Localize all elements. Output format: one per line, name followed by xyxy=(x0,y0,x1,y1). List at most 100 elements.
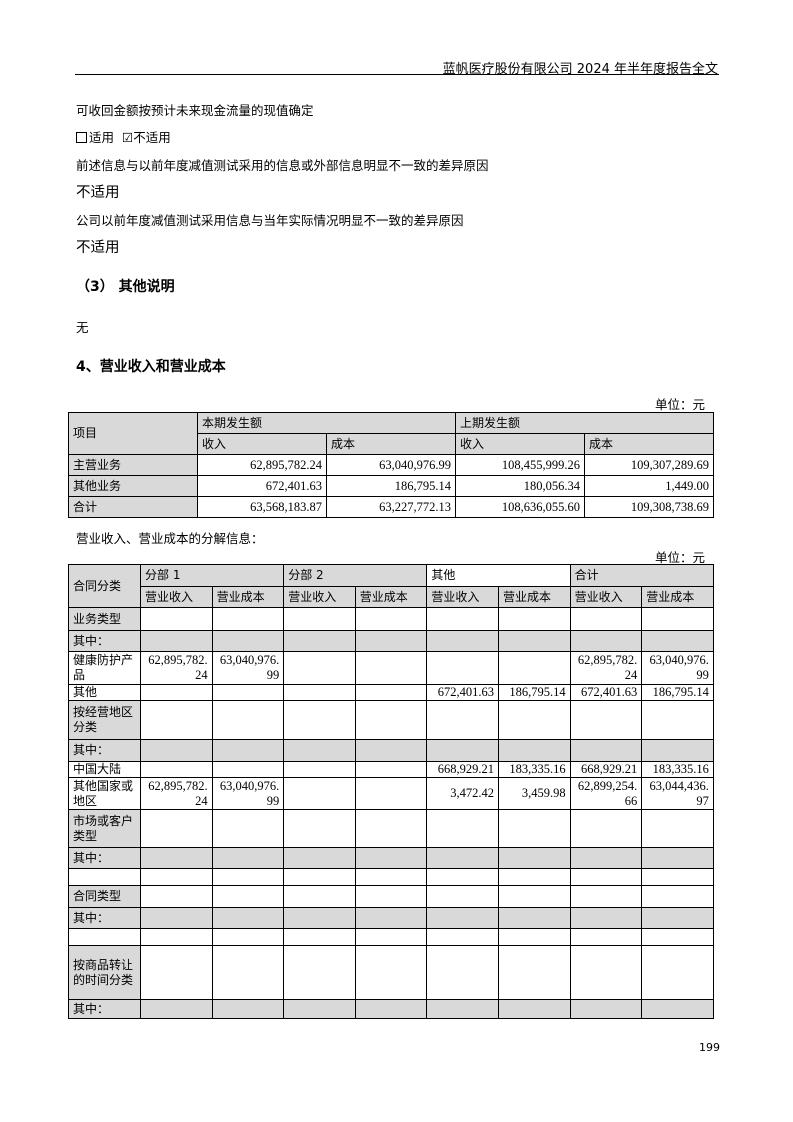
value-cell xyxy=(283,885,356,908)
value-cell xyxy=(354,630,428,652)
value-cell xyxy=(211,607,285,631)
value-cell xyxy=(283,684,356,701)
value-cell: 672,401.63 xyxy=(569,684,643,701)
value-cell xyxy=(641,907,714,929)
row-label: 主营业务 xyxy=(68,454,198,476)
value-cell: 108,636,055.60 xyxy=(455,496,586,518)
row-label: 其他国家或地区 xyxy=(68,777,141,810)
value-cell xyxy=(211,684,285,701)
value-cell: 186,795.14 xyxy=(325,475,457,497)
table-row: 市场或客户类型 xyxy=(68,809,714,848)
value-cell xyxy=(140,684,213,701)
answer: 不适用 xyxy=(76,240,120,256)
value-cell xyxy=(283,630,356,652)
value-cell xyxy=(211,907,285,929)
value-cell xyxy=(283,999,356,1019)
value-cell xyxy=(641,739,714,762)
value-cell xyxy=(140,945,213,1000)
table-row: 项目 本期发生额 上期发生额 xyxy=(68,412,715,455)
table-row: 其中： xyxy=(68,739,714,762)
row-label: 中国大陆 xyxy=(68,761,141,778)
value-cell xyxy=(140,630,213,652)
running-header: 蓝帆医疗股份有限公司 2024 年半年度报告全文 xyxy=(442,62,718,77)
value-cell: 62,895,782.24 xyxy=(197,454,327,476)
paragraph: 可收回金额按预计未来现金流量的现值确定 xyxy=(76,103,314,118)
row-label xyxy=(68,868,141,886)
table-row: 主营业务 62,895,782.24 63,040,976.99 108,455,99… xyxy=(68,454,715,476)
value-cell xyxy=(140,607,213,631)
value-cell xyxy=(498,885,571,908)
value-cell xyxy=(641,809,714,848)
value-cell xyxy=(354,945,428,1000)
answer: 不适用 xyxy=(76,185,120,201)
value-cell xyxy=(426,607,499,631)
value-cell: 1,449.00 xyxy=(584,475,715,497)
table-row xyxy=(68,868,714,886)
value-cell: 109,308,738.69 xyxy=(584,496,715,518)
value-cell: 62,895,782.24 xyxy=(140,777,213,810)
header-group: 合计 xyxy=(569,564,714,587)
value-cell xyxy=(140,907,213,929)
unit-label: 单位：元 xyxy=(654,550,705,565)
value-cell xyxy=(283,809,356,848)
table-row: 其中： xyxy=(68,630,714,652)
header-item: 合同分类 xyxy=(68,564,141,608)
value-cell xyxy=(354,761,428,778)
value-cell xyxy=(569,700,643,740)
value-cell xyxy=(498,700,571,740)
header-sub: 收入 xyxy=(197,433,327,455)
value-cell xyxy=(211,630,285,652)
checkbox-checked-icon: ☑ xyxy=(121,130,134,145)
row-label: 其中： xyxy=(68,847,141,869)
row-label: 其中： xyxy=(68,907,141,929)
table-row: 按商品转让的时间分类 xyxy=(68,945,714,1000)
paragraph: 公司以前年度减值测试采用信息与当年实际情况明显不一致的差异原因 xyxy=(76,213,464,228)
value-cell xyxy=(354,907,428,929)
row-label: 其中： xyxy=(68,739,141,762)
table-row: 按经营地区分类 xyxy=(68,700,714,740)
value-cell xyxy=(569,928,643,946)
unit-label: 单位：元 xyxy=(654,397,705,412)
revenue-breakdown-table: 合同分类 分部 1 分部 2 其他 合计 营业收入 营业成本 营业收入 营业成本 营业收入 营业成本… xyxy=(68,564,714,1019)
header-sub: 成本 xyxy=(325,433,457,455)
value-cell xyxy=(426,907,499,929)
value-cell xyxy=(283,700,356,740)
paragraph: 前述信息与以前年度减值测试采用的信息或外部信息明显不一致的差异原因 xyxy=(76,158,489,173)
value-cell xyxy=(569,907,643,929)
value-cell xyxy=(354,607,428,631)
value-cell xyxy=(641,928,714,946)
value-cell xyxy=(569,739,643,762)
value-cell xyxy=(426,885,499,908)
value-cell xyxy=(641,999,714,1019)
table-row: 健康防护产品 62,895,782.24 63,040,976.99 62,895,7… xyxy=(68,651,714,685)
header-sub: 成本 xyxy=(584,433,715,455)
section-heading: （3） 其他说明 xyxy=(76,279,175,295)
row-label: 其他 xyxy=(68,684,141,701)
value-cell xyxy=(283,777,356,810)
value-cell xyxy=(211,868,285,886)
value-cell: 63,227,772.13 xyxy=(325,496,457,518)
value-cell: 108,455,999.26 xyxy=(455,454,586,476)
value-cell xyxy=(641,868,714,886)
value-cell: 183,335.16 xyxy=(641,761,714,778)
value-cell xyxy=(211,999,285,1019)
revenue-cost-table: 项目 本期发生额 上期发生额 收入 成本 收入 成本 主营业务 62,895,782.24 63,… xyxy=(68,412,715,518)
value-cell xyxy=(498,945,571,1000)
value-cell: 63,040,976.99 xyxy=(641,651,714,685)
value-cell xyxy=(498,809,571,848)
value-cell xyxy=(426,868,499,886)
row-label: 合同类型 xyxy=(68,885,141,908)
checkbox-unchecked-icon xyxy=(76,132,87,143)
value-cell xyxy=(498,607,571,631)
value-cell xyxy=(283,945,356,1000)
value-cell xyxy=(641,885,714,908)
value-cell xyxy=(498,651,571,685)
value-cell xyxy=(641,700,714,740)
value-cell xyxy=(426,651,499,685)
value-cell xyxy=(354,928,428,946)
table-row: 合同分类 分部 1 分部 2 其他 合计 xyxy=(68,564,714,608)
option-applicable: 适用 xyxy=(89,130,115,145)
row-label: 健康防护产品 xyxy=(68,651,141,685)
table-row: 中国大陆 668,929.21 183,335.16 668,929.21 183,33… xyxy=(68,761,714,778)
header-group: 上期发生额 xyxy=(455,412,715,434)
